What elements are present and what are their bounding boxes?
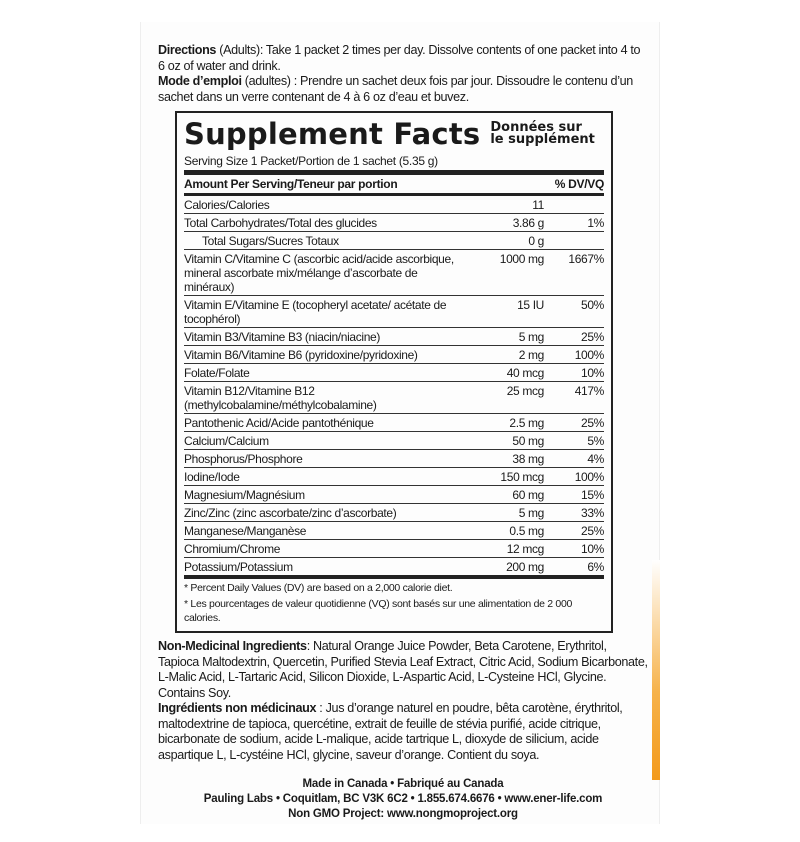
directions-en: Directions (Adults): Take 1 packet 2 tim… — [158, 43, 641, 73]
nutrient-name: Zinc/Zinc (zinc ascorbate/zinc d’ascorba… — [184, 505, 397, 520]
nutrient-dv: 1% — [587, 215, 604, 230]
nutrient-row: Vitamin E/Vitamine E (tocopheryl acetate… — [184, 296, 604, 328]
nutrient-dv: 5% — [587, 433, 604, 448]
nutrient-name: Vitamin B3/Vitamine B3 (niacin/niacine) — [184, 329, 381, 344]
nutrient-row: Pantothenic Acid/Acide pantothénique 2.5 … — [184, 414, 604, 432]
nutrient-dv: 25% — [581, 415, 604, 430]
nutrient-dv — [544, 234, 604, 248]
nutrient-amount: 2 mg — [518, 347, 545, 362]
nutrient-name: Potassium/Potassium — [184, 559, 293, 574]
nutrient-name: Phosphorus/Phosphore — [184, 451, 303, 466]
nutrient-amount: 60 mg — [512, 487, 544, 502]
nutrient-amount: 1000 mg — [499, 251, 545, 266]
nutrient-dv — [544, 198, 604, 212]
nutrient-row: Zinc/Zinc (zinc ascorbate/zinc d’ascorba… — [184, 504, 604, 522]
nutrient-name: Vitamin B6/Vitamine B6 (pyridoxine/pyrid… — [184, 347, 418, 362]
nutrient-amount: 25 mcg — [506, 383, 545, 398]
nutrient-dv: 25% — [581, 523, 604, 538]
nutrient-dv: 33% — [581, 505, 604, 520]
nutrient-amount: 38 mg — [512, 451, 544, 466]
nutrient-name: Calories/Calories — [184, 197, 270, 212]
nutrient-row: Phosphorus/Phosphore 38 mg 4% — [184, 450, 604, 468]
nutrient-dv: 10% — [581, 365, 604, 380]
nutrient-amount: 40 mcg — [506, 365, 545, 380]
nutrient-name: Vitamin C/Vitamine C (ascorbic acid/acid… — [184, 251, 454, 294]
nutrient-dv: 25% — [581, 329, 604, 344]
nutrient-dv: 4% — [587, 451, 604, 466]
nutrient-row: Vitamin C/Vitamine C (ascorbic acid/acid… — [184, 250, 604, 296]
nutrient-row: Iodine/Iode 150 mcg 100% — [184, 468, 604, 486]
nutrient-name: Magnesium/Magnésium — [184, 487, 305, 502]
facts-header: Amount Per Serving/Teneur par portion% D… — [184, 175, 604, 196]
serving-size: Serving Size 1 Packet/Portion de 1 sache… — [184, 151, 604, 175]
nutrient-dv: 15% — [581, 487, 604, 502]
nutrient-amount: 50 mg — [512, 433, 544, 448]
package-edge — [652, 560, 660, 780]
ingredients-en: Non-Medicinal Ingredients: Natural Orang… — [158, 639, 648, 700]
nutrient-row: Total Sugars/Sucres Totaux 0 g — [184, 232, 604, 250]
nutrient-row: Chromium/Chrome 12 mcg 10% — [184, 540, 604, 558]
nutrient-dv: 100% — [574, 469, 605, 484]
ingredients-fr: Ingrédients non médicinaux : Jus d’orang… — [158, 701, 623, 762]
nutrient-amount: 12 mcg — [506, 541, 545, 556]
nutrient-row: Magnesium/Magnésium 60 mg 15% — [184, 486, 604, 504]
label-content: Directions (Adults): Take 1 packet 2 tim… — [158, 0, 648, 842]
nutrient-amount: 5 mg — [518, 505, 545, 520]
nutrient-amount: 200 mg — [506, 559, 544, 574]
nutrient-amount: 150 mcg — [500, 469, 544, 484]
nutrient-dv: 100% — [574, 347, 605, 362]
nutrient-name: Iodine/Iode — [184, 469, 240, 484]
directions-fr: Mode d’emploi (adultes) : Prendre un sac… — [158, 74, 633, 104]
package-panel — [140, 22, 660, 824]
nutrient-name: Total Carbohydrates/Total des glucides — [184, 215, 377, 230]
nutrient-row: Calcium/Calcium 50 mg 5% — [184, 432, 604, 450]
nutrient-row: Total Carbohydrates/Total des glucides 3.… — [184, 214, 604, 232]
nutrient-name: Manganese/Manganèse — [184, 523, 307, 538]
nutrient-name: Calcium/Calcium — [184, 433, 269, 448]
nutrient-amount: 2.5 mg — [509, 415, 544, 430]
nutrient-row: Potassium/Potassium 200 mg 6% — [184, 558, 604, 579]
nutrient-dv: 417% — [574, 383, 605, 398]
directions: Directions (Adults): Take 1 packet 2 tim… — [158, 43, 648, 105]
nutrient-name: Folate/Folate — [184, 365, 250, 380]
nutrient-row: Folate/Folate 40 mcg 10% — [184, 364, 604, 382]
nutrient-amount: 15 IU — [517, 297, 544, 312]
facts-title: Supplement Facts Données sur le supplémen… — [184, 117, 595, 151]
facts-rows: Calories/Calories 11 Total Carbohydrates/T… — [184, 196, 604, 579]
nutrient-dv: 6% — [587, 559, 604, 574]
nutrient-name: Vitamin E/Vitamine E (tocopheryl acetate… — [184, 297, 447, 326]
nutrient-name: Chromium/Chrome — [184, 541, 281, 556]
nutrient-amount: 11 — [532, 197, 544, 212]
nutrient-row: Calories/Calories 11 — [184, 196, 604, 214]
nutrient-dv: 10% — [581, 541, 604, 556]
nutrient-row: Vitamin B3/Vitamine B3 (niacin/niacine) 5… — [184, 328, 604, 346]
nutrient-name: Total Sugars/Sucres Totaux — [202, 233, 339, 248]
nutrient-name: Pantothenic Acid/Acide pantothénique — [184, 415, 374, 430]
nutrient-row: Manganese/Manganèse 0.5 mg 25% — [184, 522, 604, 540]
nutrient-row: Vitamin B12/Vitamine B12 (methylcobalami… — [184, 382, 604, 414]
supplement-facts-panel: Supplement Facts Données sur le supplémen… — [175, 111, 613, 633]
ingredients: Non-Medicinal Ingredients: Natural Orang… — [158, 639, 648, 763]
nutrient-amount: 5 mg — [518, 329, 545, 344]
nutrient-dv: 50% — [581, 297, 604, 312]
nutrient-row: Vitamin B6/Vitamine B6 (pyridoxine/pyrid… — [184, 346, 604, 364]
footnotes: * Percent Daily Values (DV) are based on… — [184, 582, 573, 624]
nutrient-amount: 3.86 g — [512, 215, 545, 230]
nutrient-name: Vitamin B12/Vitamine B12 (methylcobalami… — [184, 383, 377, 412]
nutrient-amount: 0 g — [528, 233, 544, 248]
nutrient-amount: 0.5 mg — [509, 523, 544, 538]
nutrient-dv: 1667% — [568, 251, 604, 266]
